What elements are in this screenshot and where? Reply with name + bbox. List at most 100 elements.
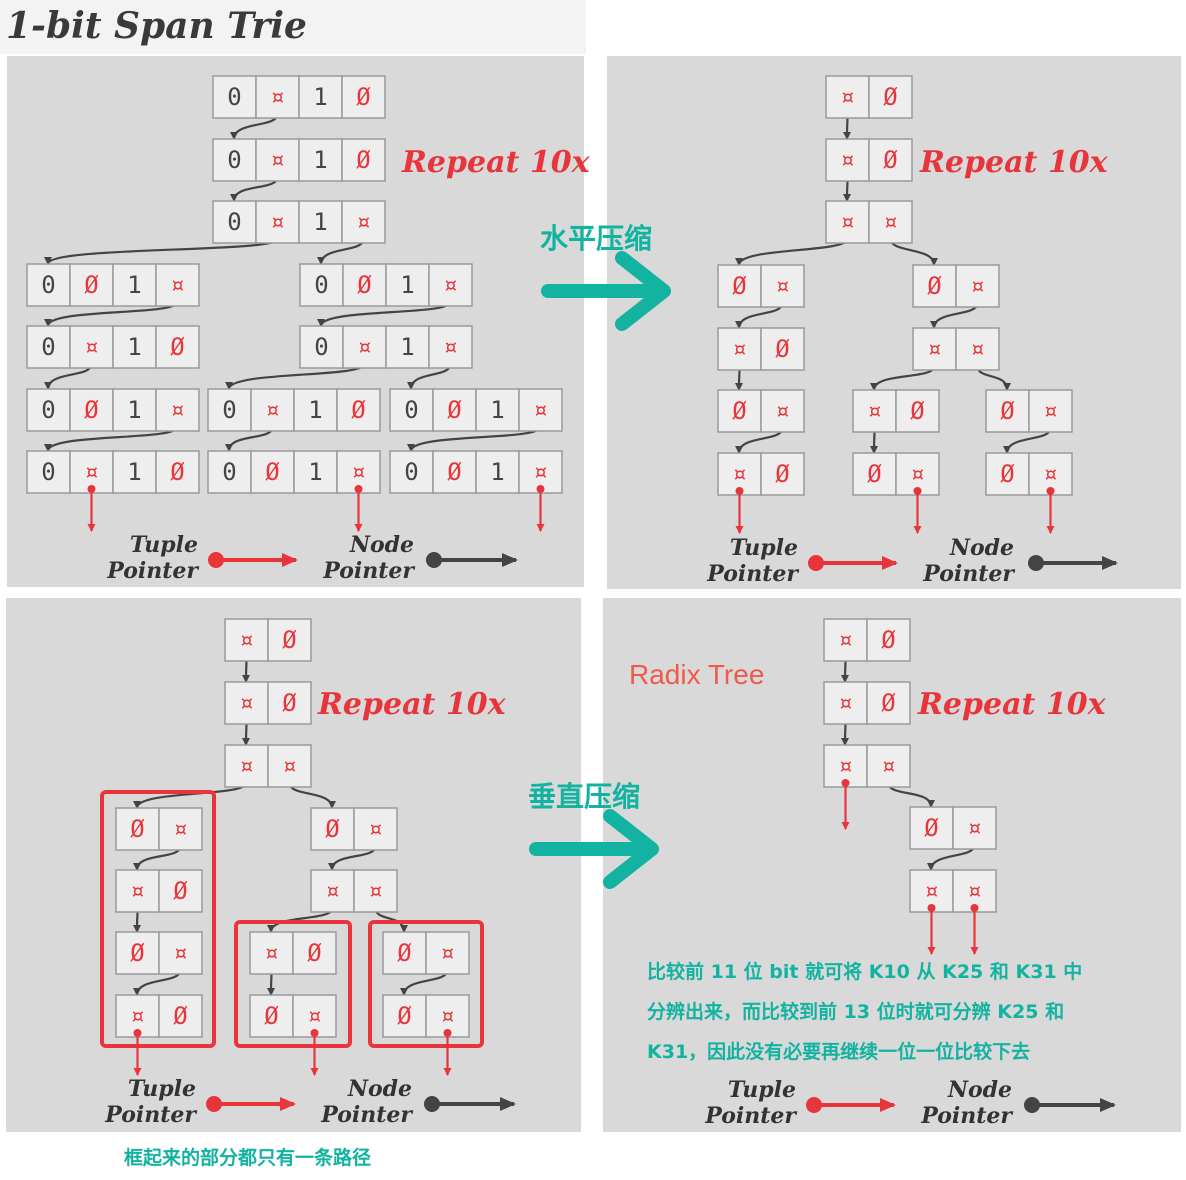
- empty-slot: Ø: [447, 396, 462, 424]
- legend-tuple-line2: Pointer: [106, 558, 199, 584]
- bit-one: 1: [313, 208, 327, 236]
- empty-slot: Ø: [927, 272, 942, 300]
- trie-node: ¤ ¤: [224, 744, 312, 788]
- bit-zero: 0: [404, 396, 418, 424]
- empty-slot: Ø: [883, 83, 898, 111]
- trie-node: Ø ¤: [249, 994, 337, 1038]
- bit-zero: 0: [222, 396, 236, 424]
- trie-node: 0 Ø 1 ¤: [26, 388, 200, 432]
- pointer-slot: ¤: [967, 877, 981, 905]
- empty-slot: Ø: [265, 458, 280, 486]
- single-path-box-3: [368, 920, 484, 1048]
- pointer-slot: ¤: [867, 397, 881, 425]
- legend-node-line2: Pointer: [322, 558, 415, 584]
- trie-node: 0 ¤ 1 Ø: [26, 325, 200, 369]
- empty-slot: Ø: [1000, 397, 1015, 425]
- node-cell: [952, 806, 997, 850]
- trie-node: Ø ¤: [115, 807, 203, 851]
- pointer-slot: ¤: [325, 877, 339, 905]
- node-cell: [475, 450, 520, 494]
- pointer-slot: ¤: [910, 460, 924, 488]
- trie-node: 0 Ø 1 ¤: [389, 450, 563, 494]
- empty-slot: Ø: [397, 1002, 412, 1030]
- empty-slot: Ø: [775, 335, 790, 363]
- bit-one: 1: [313, 146, 327, 174]
- node-cell: [852, 389, 897, 433]
- panel-span-trie: [7, 56, 584, 587]
- pointer-slot: ¤: [840, 146, 854, 174]
- vertical-compression-label: 垂直压缩: [528, 780, 640, 813]
- single-path-box-2: [234, 920, 352, 1048]
- pointer-slot: ¤: [840, 83, 854, 111]
- pointer-slot: ¤: [443, 271, 457, 299]
- node-cell: [112, 325, 157, 369]
- bit-one: 1: [127, 271, 141, 299]
- empty-slot: Ø: [325, 815, 340, 843]
- node-cell: [155, 450, 200, 494]
- trie-node: ¤ Ø: [115, 869, 203, 913]
- node-cell: [432, 388, 477, 432]
- node-cell: [955, 264, 1000, 308]
- trie-node: Ø ¤: [909, 806, 997, 850]
- bit-zero: 0: [404, 458, 418, 486]
- pointer-slot: ¤: [838, 626, 852, 654]
- repeat-label-4: Repeat 10x: [917, 687, 1107, 722]
- pointer-slot: ¤: [443, 333, 457, 361]
- pointer-slot: ¤: [838, 752, 852, 780]
- node-cell: [158, 807, 203, 851]
- pointer-slot: ¤: [239, 689, 253, 717]
- pointer-slot: ¤: [368, 877, 382, 905]
- panel-vertical: [6, 598, 581, 1132]
- pointer-slot: ¤: [1043, 397, 1057, 425]
- node-cell: [224, 681, 269, 725]
- node-cell: [852, 452, 897, 496]
- node-cell: [868, 138, 913, 182]
- node-cell: [341, 75, 386, 119]
- node-cell: [212, 200, 257, 244]
- node-cell: [155, 325, 200, 369]
- pointer-slot: ¤: [173, 815, 187, 843]
- legend-tuple-line1: Tuple: [730, 535, 798, 561]
- trie-node: Ø ¤: [985, 389, 1073, 433]
- teal-arrow-icon-1: [541, 251, 671, 331]
- trie-node: 0 ¤ 1 Ø: [212, 138, 386, 182]
- trie-node: ¤ Ø: [717, 452, 805, 496]
- node-cell: [267, 618, 312, 662]
- legend-node-line1: Node: [349, 532, 414, 558]
- legend-node-line2: Pointer: [922, 561, 1015, 587]
- trie-node: ¤ ¤: [823, 744, 911, 788]
- pointer-slot: ¤: [270, 83, 284, 111]
- node-cell: [760, 327, 805, 371]
- radix-note-line-3: K31，因此没有必要再继续一位一位比较下去: [647, 1040, 1030, 1063]
- title-strip: [0, 0, 586, 54]
- pointer-slot: ¤: [967, 814, 981, 842]
- tuple-pointer-edges: [87, 485, 1055, 1076]
- node-cell: [428, 325, 473, 369]
- empty-slot: Ø: [130, 815, 145, 843]
- repeat-label-3: Repeat 10x: [317, 687, 507, 722]
- node-cell: [292, 931, 337, 975]
- pointer-slot: ¤: [357, 333, 371, 361]
- empty-slot: Ø: [883, 146, 898, 174]
- trie-node: Ø ¤: [310, 807, 398, 851]
- legend-node-line2: Pointer: [920, 1103, 1013, 1129]
- pointer-slot: ¤: [368, 815, 382, 843]
- pointer-slot: ¤: [130, 877, 144, 905]
- bit-one: 1: [308, 458, 322, 486]
- node-cell: [1028, 389, 1073, 433]
- node-cell: [389, 388, 434, 432]
- empty-slot: Ø: [910, 397, 925, 425]
- node-cell: [158, 931, 203, 975]
- trie-node: 0 ¤ 1 Ø: [212, 75, 386, 119]
- node-cell: [249, 931, 294, 975]
- node-cell: [158, 994, 203, 1038]
- radix-note-line-1: 比较前 11 位 bit 就可将 K10 从 K25 和 K31 中: [647, 960, 1082, 983]
- pointer-slot: ¤: [924, 877, 938, 905]
- pointer-slot: ¤: [270, 146, 284, 174]
- empty-slot: Ø: [924, 814, 939, 842]
- teal-arrow-icon-2: [529, 809, 659, 889]
- trie-node: 0 ¤ 1 ¤: [299, 325, 473, 369]
- boxed-path-note: 框起来的部分都只有一条路径: [124, 1146, 371, 1169]
- bit-one: 1: [127, 333, 141, 361]
- empty-slot: Ø: [264, 1002, 279, 1030]
